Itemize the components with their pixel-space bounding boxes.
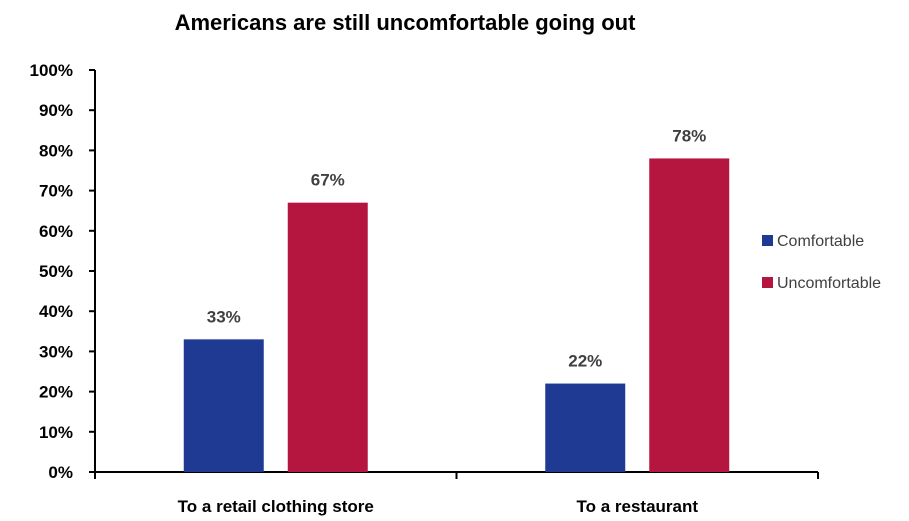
data-label: 33% [207,307,241,326]
y-tick-label: 0% [48,463,73,482]
y-tick-label: 100% [30,61,73,80]
y-tick-label: 40% [39,302,73,321]
bar-uncomfortable-1 [287,202,368,472]
chart-title: Americans are still uncomfortable going … [175,10,637,35]
legend-swatch-uncomfortable [762,277,773,288]
data-label: 22% [568,352,602,371]
data-labels: 33% 67% 22% 78% [207,126,707,370]
y-tick-label: 50% [39,262,73,281]
x-category-label: To a restaurant [576,497,698,516]
bar-uncomfortable-2 [649,158,730,472]
y-tick-label: 30% [39,342,73,361]
legend-label-uncomfortable: Uncomfortable [777,275,881,292]
y-tick-label: 60% [39,222,73,241]
y-tick-label: 20% [39,383,73,402]
data-label: 78% [672,126,706,145]
data-label: 67% [311,171,345,190]
bar-comfortable-2 [545,383,626,472]
y-tick-label: 80% [39,141,73,160]
bars [183,158,730,472]
legend-swatch-comfortable [762,235,773,246]
y-tick-label: 70% [39,182,73,201]
y-tick-label: 90% [39,101,73,120]
bar-comfortable-1 [183,339,264,472]
x-axis: To a retail clothing store To a restauran… [94,471,819,516]
y-tick-label: 10% [39,423,73,442]
legend-label-comfortable: Comfortable [777,233,864,250]
legend: Comfortable Uncomfortable [762,233,881,292]
y-axis: 0% 10% 20% 30% 40% 50% 60% 70% 80% 90% 100% [30,61,96,482]
x-category-label: To a retail clothing store [178,497,374,516]
